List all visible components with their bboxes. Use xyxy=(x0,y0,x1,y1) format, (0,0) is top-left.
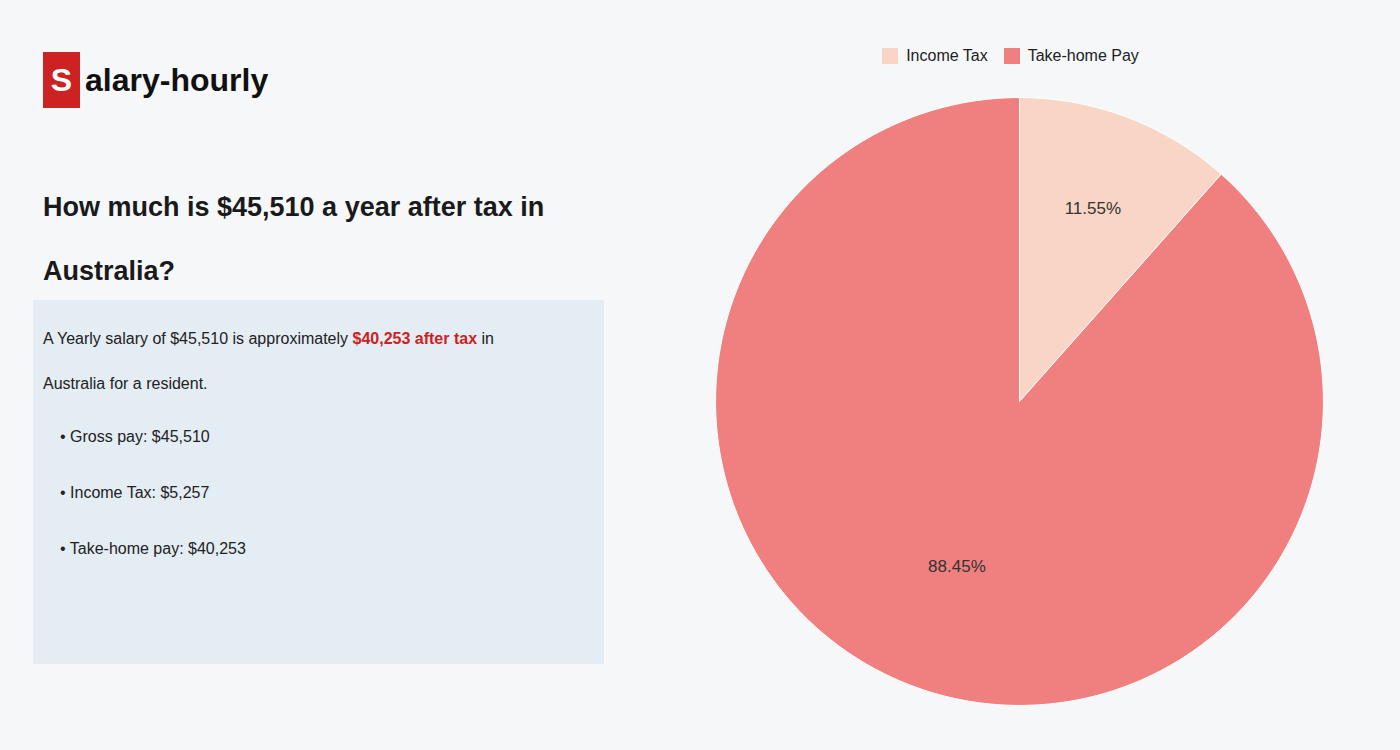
html-text:• Income Tax: $5,257: • Income Tax: $5,257 xyxy=(60,484,210,501)
html-text:Australia for a resident.: Australia for a resident. xyxy=(43,375,208,392)
html-text:A Yearly salary of $45,510 is: A Yearly salary of $45,510 is approximat… xyxy=(43,330,494,347)
html-text:Income Tax: Income Tax xyxy=(906,47,988,64)
html-text:Take-home Pay: Take-home Pay xyxy=(1027,47,1139,64)
svg-text:11.55%: 11.55% xyxy=(1064,198,1120,217)
html-text:How much is $45,510 a year aft: How much is $45,510 a year after tax in xyxy=(43,192,545,222)
html-text:• Gross pay: $45,510: • Gross pay: $45,510 xyxy=(60,428,210,445)
html-text:• Take-home pay: $40,253: • Take-home pay: $40,253 xyxy=(60,540,246,557)
html-text:S alary-hourly: S alary-hourly xyxy=(50,61,269,98)
svg-text:88.45%: 88.45% xyxy=(928,556,986,575)
html-text:Australia?: Australia? xyxy=(43,256,175,286)
